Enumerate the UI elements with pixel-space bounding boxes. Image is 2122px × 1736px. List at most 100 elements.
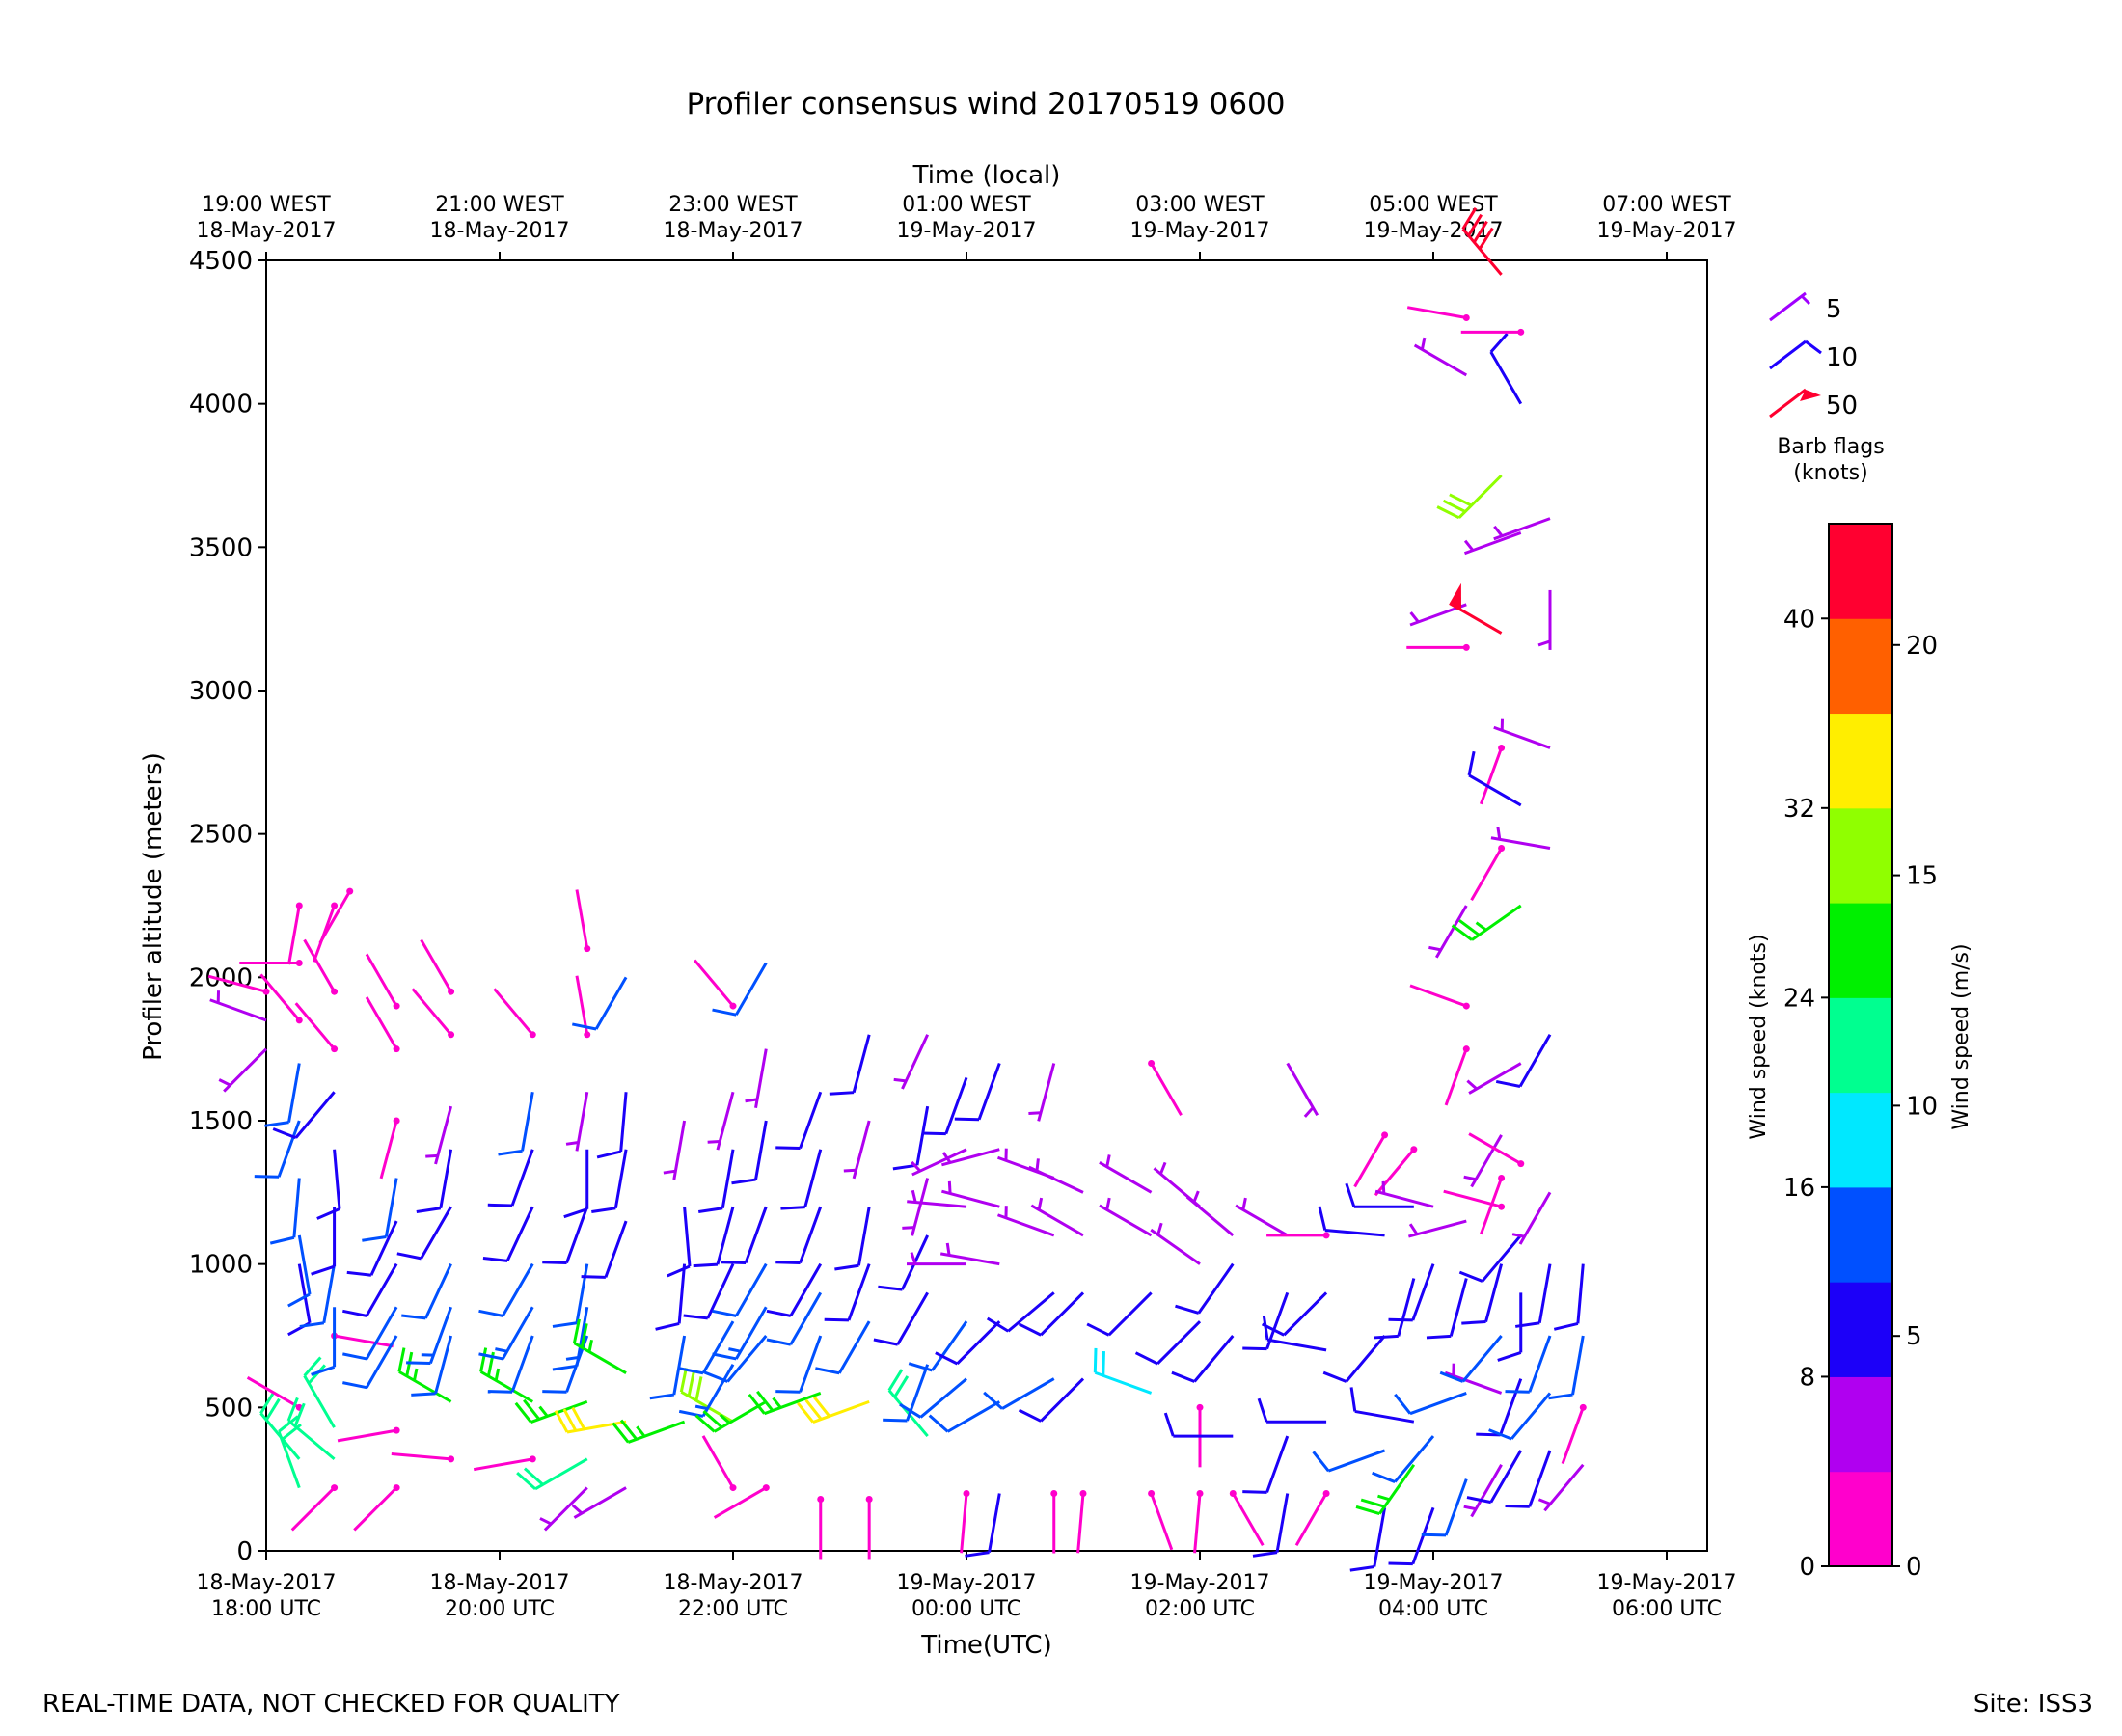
barb-full: [1466, 1496, 1492, 1505]
y-axis-label: Profiler altitude (meters): [139, 752, 168, 1061]
barb-staff: [613, 1149, 628, 1209]
barb-staff: [672, 1335, 687, 1396]
barb-staff: [1094, 1370, 1153, 1395]
barb-staff: [946, 1400, 1001, 1433]
barb-full: [1467, 750, 1476, 776]
wind-barb: [878, 1234, 930, 1291]
wind-barb: [1460, 328, 1525, 336]
x-tick-label-time: 20:00 UTC: [445, 1597, 555, 1621]
x-top-tick-label-time: 03:00 WEST: [1135, 193, 1265, 217]
barb-full: [1171, 1370, 1195, 1383]
barb-staff: [799, 1091, 823, 1150]
wind-barb: [1468, 1132, 1525, 1168]
colorbar-segment: [1829, 1376, 1892, 1473]
barb-full: [965, 1551, 990, 1558]
y-tick-label: 500: [204, 1394, 253, 1423]
wind-barb: [581, 1220, 628, 1279]
wind-barb: [1488, 1392, 1552, 1441]
barb-staff: [1499, 1378, 1523, 1436]
barb-staff: [693, 959, 735, 1008]
barb-calm-dot: [963, 1490, 970, 1498]
wind-barb: [1229, 1490, 1265, 1546]
barb-half: [707, 1139, 721, 1144]
wind-barb: [1018, 1377, 1085, 1423]
barb-full: [516, 1471, 537, 1490]
wind-barb: [365, 996, 400, 1053]
legend-barb-flag: [1800, 390, 1821, 401]
barb-staff: [501, 1306, 534, 1360]
wind-barb: [834, 1206, 871, 1271]
barb-half: [1381, 1180, 1386, 1194]
y-tick-label: 4000: [189, 391, 253, 420]
barb-staff: [701, 1320, 735, 1374]
barb-staff: [1471, 904, 1522, 941]
barb-full: [649, 1393, 675, 1400]
barb-staff: [1408, 1219, 1467, 1238]
barb-full: [342, 1309, 367, 1317]
barb-calm-dot: [729, 1002, 737, 1010]
barb-staff: [246, 1376, 301, 1409]
barb-half: [413, 1368, 419, 1381]
barb-full: [756, 1390, 775, 1412]
wind-barb: [1444, 1045, 1470, 1106]
barb-staff: [573, 1486, 627, 1519]
barb-staff: [944, 1076, 968, 1135]
wind-barb: [1242, 1435, 1290, 1494]
barb-staff: [365, 1335, 398, 1389]
wind-barb: [287, 1234, 312, 1308]
barb-half: [1241, 1197, 1247, 1210]
barb-staff: [1231, 1492, 1265, 1546]
barb-calm-dot: [1196, 1490, 1204, 1498]
barb-staff: [931, 1320, 968, 1371]
barb-staff: [439, 1149, 453, 1209]
barb-half: [1156, 1222, 1163, 1235]
wind-barb: [939, 1242, 1000, 1266]
barb-staff: [1510, 1392, 1552, 1440]
barb-staff: [420, 1206, 452, 1260]
x-top-tick-label-time: 23:00 WEST: [668, 193, 798, 217]
barb-full: [712, 1352, 737, 1361]
colorbar-segment: [1829, 1186, 1892, 1283]
barb-full: [287, 1292, 311, 1308]
barb-staff: [575, 1092, 589, 1152]
wind-barb: [1561, 1403, 1587, 1465]
barb-staff: [1235, 1204, 1289, 1237]
barb-staff: [575, 1307, 589, 1367]
barb-full: [346, 1270, 372, 1277]
barb-staff: [1007, 1291, 1055, 1333]
barb-full: [1458, 919, 1481, 936]
wind-barb: [379, 1117, 400, 1180]
barb-full: [748, 1393, 766, 1415]
barb-staff: [1518, 1034, 1552, 1088]
barb-full: [286, 1397, 299, 1422]
speed-colorbar: 0 8 16 24 32 40 0 5 10 15 20: [1783, 523, 1938, 1582]
barb-full: [678, 1367, 704, 1375]
barb-staff: [734, 1306, 768, 1360]
barb-full: [1355, 1505, 1380, 1516]
wind-barb: [1406, 643, 1470, 651]
barb-half: [1303, 1106, 1315, 1118]
barb-staff: [424, 1263, 452, 1319]
barb-full: [264, 1121, 289, 1127]
barb-calm-dot: [1517, 1160, 1525, 1168]
barb-full: [1461, 1320, 1486, 1325]
barb-full: [683, 1314, 708, 1320]
barb-staff: [1461, 1335, 1503, 1383]
barb-half: [425, 1153, 438, 1158]
barb-staff: [1099, 1204, 1153, 1237]
wind-barb: [487, 1149, 534, 1207]
barb-staff: [1040, 1377, 1085, 1423]
wind-barb: [1355, 1463, 1416, 1516]
barb-staff: [1150, 1228, 1201, 1265]
barb-staff: [365, 953, 398, 1007]
wind-barb: [552, 1307, 589, 1371]
barb-half: [1475, 921, 1487, 932]
barb-half: [587, 1339, 593, 1352]
barb-staff: [754, 1048, 768, 1108]
barb-staff: [1571, 1335, 1585, 1396]
barb-staff: [303, 938, 336, 992]
colorbar-knots-tick-label: 24: [1783, 984, 1815, 1013]
wind-barb: [797, 1396, 870, 1424]
barb-full: [655, 1321, 680, 1331]
